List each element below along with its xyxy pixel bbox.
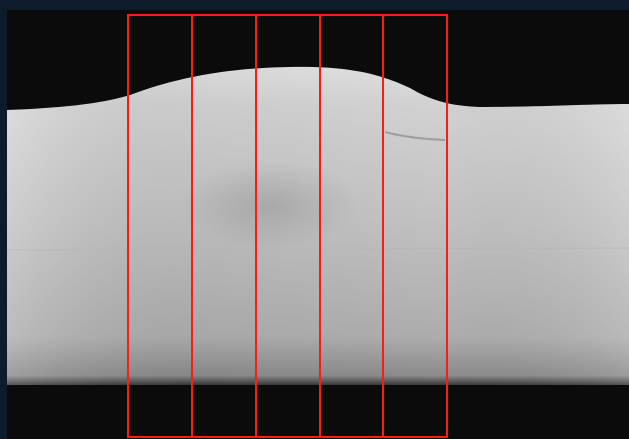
crease xyxy=(384,131,446,141)
bulge-shadow xyxy=(180,160,360,250)
roi-grid xyxy=(127,14,448,438)
seam xyxy=(6,247,629,251)
roi-outline xyxy=(127,14,448,438)
